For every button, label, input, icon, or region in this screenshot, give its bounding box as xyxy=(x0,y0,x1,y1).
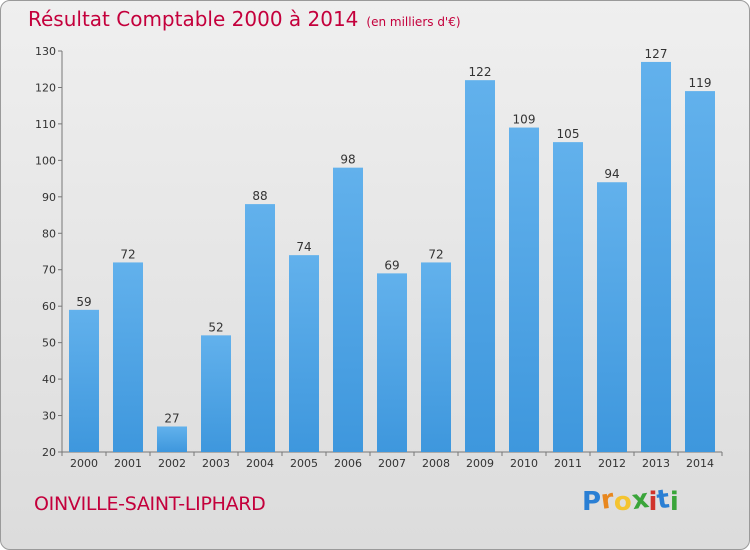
chart-title-text: Résultat Comptable 2000 à 2014 xyxy=(28,7,359,31)
bar-value-label: 109 xyxy=(513,113,536,127)
logo-letter: P xyxy=(582,487,602,517)
y-tick-label: 80 xyxy=(42,227,56,240)
chart-subtitle: (en milliers d'€) xyxy=(366,15,461,29)
y-tick-label: 50 xyxy=(42,337,56,350)
bar-value-label: 88 xyxy=(252,189,267,203)
logo-letter: o xyxy=(613,487,632,517)
logo-letter: i xyxy=(669,487,679,517)
bar xyxy=(465,80,495,452)
chart-title: Résultat Comptable 2000 à 2014 (en millie… xyxy=(28,7,461,31)
bar xyxy=(113,262,143,452)
y-tick-label: 20 xyxy=(42,446,56,459)
bar-value-label: 72 xyxy=(428,247,443,261)
y-tick-label: 110 xyxy=(35,118,56,131)
bar xyxy=(289,255,319,452)
bar-value-label: 69 xyxy=(384,258,399,272)
y-tick-label: 120 xyxy=(35,81,56,94)
bar-value-label: 27 xyxy=(164,411,179,425)
bar xyxy=(553,142,583,453)
bar xyxy=(245,204,275,452)
bar-value-label: 72 xyxy=(120,247,135,261)
bar xyxy=(685,91,715,452)
bar xyxy=(201,335,231,452)
x-tick-label: 2011 xyxy=(554,457,582,470)
x-tick-label: 2001 xyxy=(114,457,142,470)
bar xyxy=(421,262,451,452)
x-tick-label: 2012 xyxy=(598,457,626,470)
y-tick-label: 30 xyxy=(42,410,56,423)
x-tick-label: 2002 xyxy=(158,457,186,470)
bar-value-label: 119 xyxy=(689,76,712,90)
bar-value-label: 59 xyxy=(76,295,91,309)
bar-value-label: 94 xyxy=(604,167,619,181)
y-tick-label: 130 xyxy=(35,45,56,58)
bar xyxy=(641,61,671,452)
x-tick-label: 2007 xyxy=(378,457,406,470)
bar xyxy=(597,182,627,452)
x-tick-label: 2000 xyxy=(70,457,98,470)
y-tick-label: 100 xyxy=(35,154,56,167)
x-tick-label: 2013 xyxy=(642,457,670,470)
bar xyxy=(377,273,407,452)
bar-value-label: 105 xyxy=(557,127,580,141)
logo-letter: x xyxy=(629,483,651,517)
x-tick-label: 2014 xyxy=(686,457,714,470)
x-tick-label: 2003 xyxy=(202,457,230,470)
city-name: OINVILLE-SAINT-LIPHARD xyxy=(34,493,266,515)
y-tick-label: 90 xyxy=(42,191,56,204)
bar xyxy=(69,309,99,452)
bar xyxy=(333,167,363,452)
y-tick-label: 40 xyxy=(42,373,56,386)
y-tick-label: 60 xyxy=(42,300,56,313)
bar xyxy=(157,426,187,452)
bar-value-label: 52 xyxy=(208,320,223,334)
x-tick-label: 2009 xyxy=(466,457,494,470)
x-tick-label: 2010 xyxy=(510,457,538,470)
bar-value-label: 127 xyxy=(645,47,668,61)
bar-value-label: 98 xyxy=(340,153,355,167)
bar xyxy=(509,127,539,453)
x-tick-label: 2006 xyxy=(334,457,362,470)
y-tick-label: 70 xyxy=(42,264,56,277)
bar-value-label: 122 xyxy=(469,65,492,79)
proxiti-logo: Proxiti xyxy=(582,483,679,517)
logo-letter: i xyxy=(648,487,658,517)
x-tick-label: 2004 xyxy=(246,457,274,470)
x-tick-label: 2005 xyxy=(290,457,318,470)
x-tick-label: 2008 xyxy=(422,457,450,470)
bar-value-label: 74 xyxy=(296,240,311,254)
